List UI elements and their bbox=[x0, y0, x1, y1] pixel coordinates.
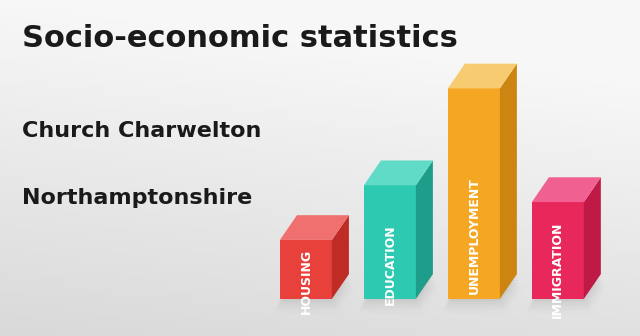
Polygon shape bbox=[531, 277, 602, 301]
Text: HOUSING: HOUSING bbox=[300, 249, 312, 314]
Polygon shape bbox=[532, 274, 601, 299]
Polygon shape bbox=[278, 280, 351, 304]
Text: UNEMPLOYMENT: UNEMPLOYMENT bbox=[467, 177, 481, 294]
Polygon shape bbox=[360, 283, 436, 307]
Polygon shape bbox=[276, 283, 352, 307]
Polygon shape bbox=[275, 286, 353, 310]
Polygon shape bbox=[445, 283, 520, 307]
Polygon shape bbox=[584, 177, 601, 299]
Polygon shape bbox=[500, 64, 517, 299]
Polygon shape bbox=[280, 215, 349, 240]
Polygon shape bbox=[332, 215, 349, 299]
Polygon shape bbox=[279, 277, 350, 301]
Polygon shape bbox=[446, 280, 519, 304]
Polygon shape bbox=[280, 274, 349, 299]
Polygon shape bbox=[448, 88, 500, 299]
Polygon shape bbox=[448, 64, 517, 88]
Text: Church Charwelton: Church Charwelton bbox=[22, 121, 261, 141]
Polygon shape bbox=[529, 283, 604, 307]
Polygon shape bbox=[532, 177, 601, 202]
Polygon shape bbox=[364, 274, 433, 299]
Polygon shape bbox=[416, 161, 433, 299]
Polygon shape bbox=[530, 280, 603, 304]
Text: EDUCATION: EDUCATION bbox=[383, 224, 396, 305]
Polygon shape bbox=[448, 274, 517, 299]
Text: Socio-economic statistics: Socio-economic statistics bbox=[22, 24, 458, 52]
Polygon shape bbox=[364, 185, 416, 299]
Text: IMMIGRATION: IMMIGRATION bbox=[551, 222, 564, 318]
Polygon shape bbox=[360, 286, 437, 310]
Polygon shape bbox=[444, 286, 522, 310]
Polygon shape bbox=[363, 277, 434, 301]
Text: Northamptonshire: Northamptonshire bbox=[22, 188, 252, 208]
Polygon shape bbox=[362, 280, 435, 304]
Polygon shape bbox=[447, 277, 518, 301]
Polygon shape bbox=[364, 161, 433, 185]
Polygon shape bbox=[527, 286, 605, 310]
Polygon shape bbox=[280, 240, 332, 299]
Polygon shape bbox=[532, 202, 584, 299]
